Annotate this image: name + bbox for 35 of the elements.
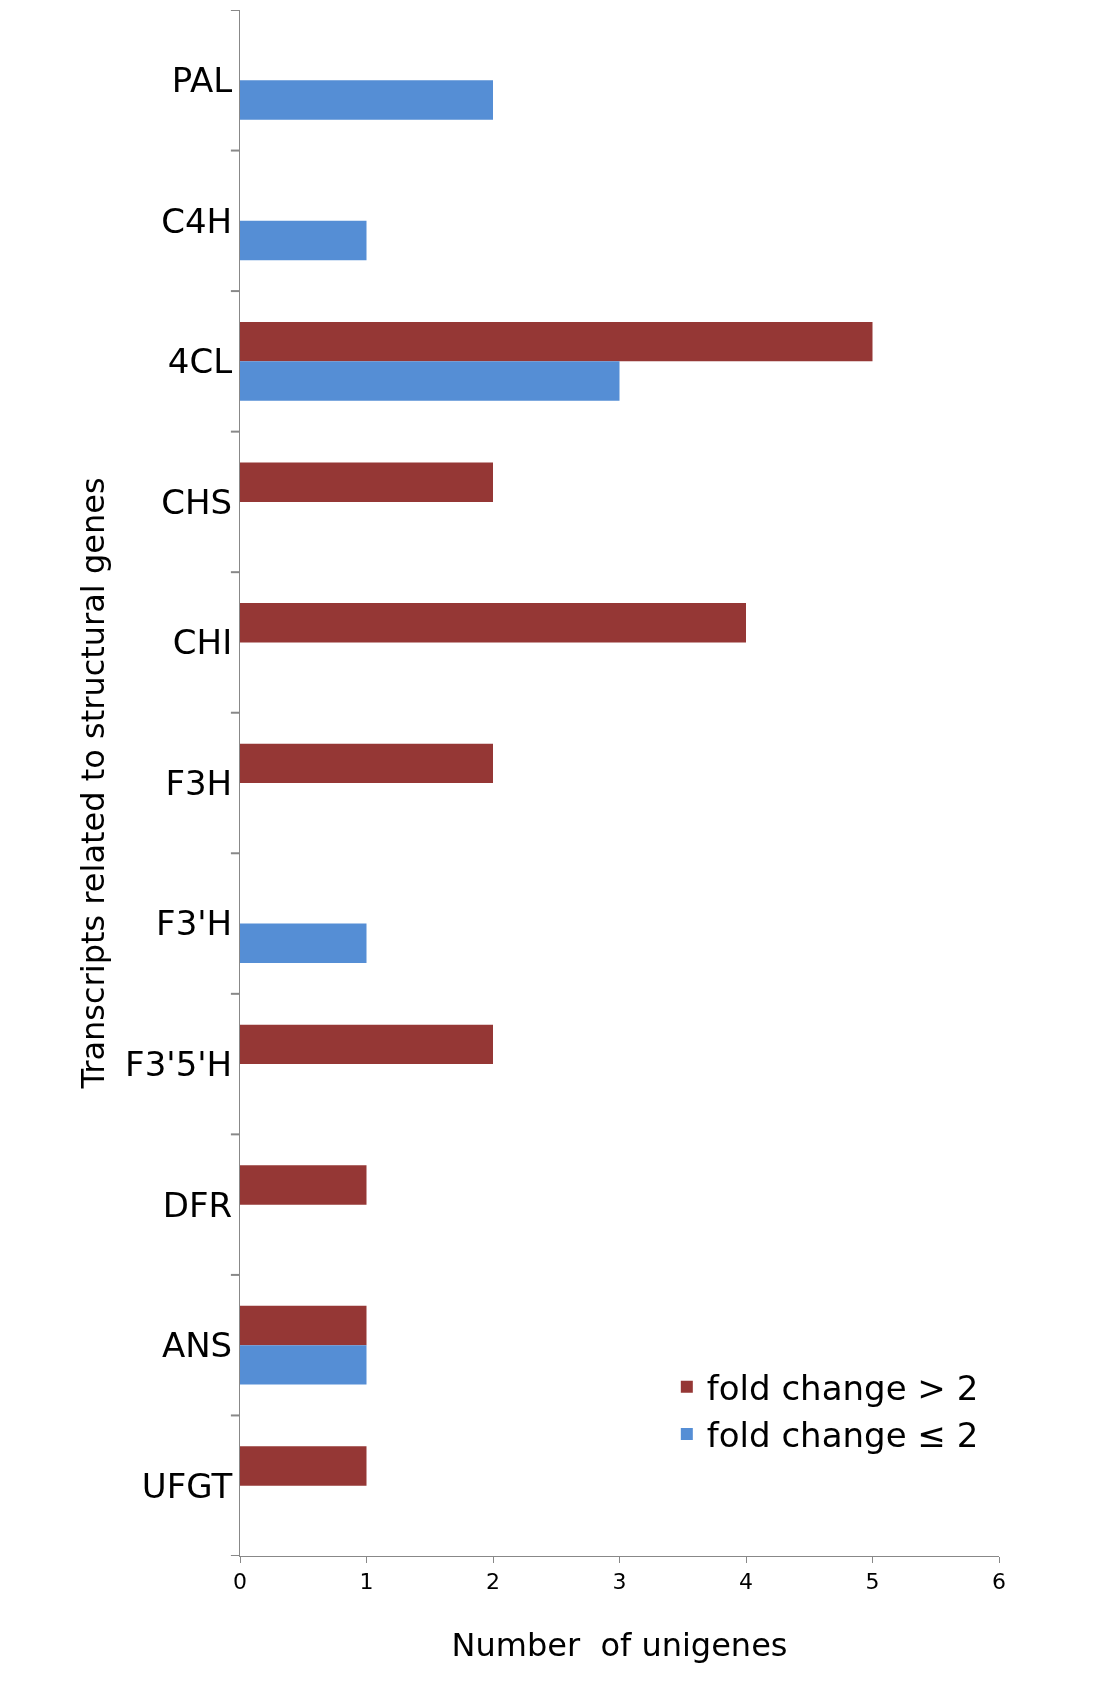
y-tick-label: F3'H bbox=[156, 903, 233, 944]
bar bbox=[240, 322, 873, 362]
y-tick-label: DFR bbox=[162, 1184, 233, 1225]
x-tick-label: 6 bbox=[992, 1569, 1006, 1595]
bar bbox=[240, 220, 367, 261]
bar bbox=[240, 1446, 367, 1486]
bar bbox=[240, 361, 620, 401]
x-tick-label: 3 bbox=[612, 1569, 627, 1595]
y-tick-label: C4H bbox=[161, 200, 233, 241]
bar bbox=[240, 603, 746, 643]
bar bbox=[240, 1165, 367, 1205]
y-axis-title: Transcripts related to structural genes bbox=[74, 477, 113, 1090]
bar bbox=[240, 80, 493, 120]
y-tick-label: F3'5'H bbox=[125, 1043, 233, 1084]
x-tick-label: 5 bbox=[865, 1569, 880, 1595]
x-tick-label: 1 bbox=[359, 1569, 374, 1595]
bar bbox=[240, 743, 493, 783]
bar bbox=[240, 1305, 367, 1346]
y-tick-label: F3H bbox=[165, 762, 233, 803]
legend-label: fold change > 2 bbox=[706, 1368, 979, 1409]
y-tick-label: UFGT bbox=[141, 1465, 233, 1506]
y-tick-label: 4CL bbox=[167, 341, 233, 382]
bar bbox=[240, 1024, 493, 1065]
x-tick-label: 4 bbox=[739, 1569, 753, 1595]
x-tick-label: 2 bbox=[486, 1569, 500, 1595]
legend-label: fold change ≤ 2 bbox=[706, 1415, 979, 1456]
bar bbox=[240, 1345, 367, 1385]
y-tick-label: CHI bbox=[172, 622, 233, 663]
bar bbox=[240, 923, 367, 963]
x-axis-title: Number of unigenes bbox=[451, 1626, 788, 1665]
y-tick-label: PAL bbox=[171, 60, 233, 101]
bar bbox=[240, 462, 493, 502]
y-tick-label: CHS bbox=[161, 481, 233, 522]
x-tick-label: 0 bbox=[233, 1569, 247, 1595]
y-tick-label: ANS bbox=[161, 1325, 233, 1366]
